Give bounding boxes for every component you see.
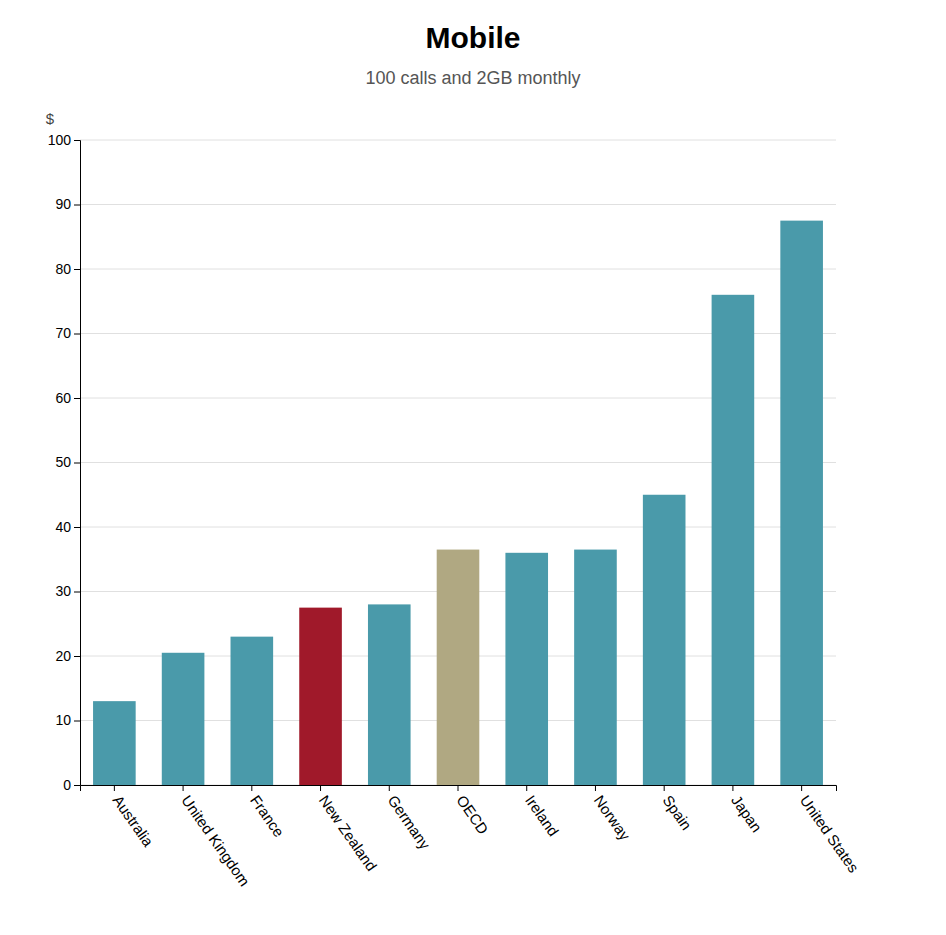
y-tick: 0: [63, 777, 80, 793]
bar: [437, 550, 480, 785]
subtitle: 100 calls and 2GB monthly: [365, 68, 580, 88]
x-tick-label: Australia: [110, 792, 158, 850]
y-tick-label: 100: [48, 132, 72, 148]
x-tick-mark: [664, 785, 665, 791]
y-tick: 30: [55, 583, 80, 599]
y-tick: 50: [55, 454, 80, 470]
x-tick-mark: [595, 785, 596, 791]
y-tick-label: 50: [55, 454, 71, 470]
x-tick-label: Ireland: [522, 792, 562, 839]
y-tick-label: 60: [55, 390, 71, 406]
bar: [231, 637, 274, 785]
x-tick-mark: [320, 785, 321, 791]
y-tick-mark: [74, 205, 80, 206]
y-tick-label: 10: [55, 712, 71, 728]
grid-line: [80, 204, 836, 205]
y-tick-mark: [74, 592, 80, 593]
y-tick-label: 40: [55, 519, 71, 535]
x-tick: Germany: [385, 785, 435, 853]
y-tick-label: 70: [55, 325, 71, 341]
x-tick-label: Norway: [591, 792, 634, 844]
y-axis: 0 10 20 30 40 50 60 70 80 90 100: [48, 132, 81, 793]
y-tick-mark: [74, 656, 80, 657]
x-tick: Ireland: [522, 785, 562, 839]
chart: Mobile 100 calls and 2GB monthly 0 10 20 30 40…: [0, 0, 946, 935]
x-tick-mark: [114, 785, 115, 791]
y-tick-label: 90: [55, 196, 71, 212]
bars: [93, 221, 823, 785]
bar: [574, 550, 617, 785]
y-tick: 40: [55, 519, 80, 535]
x-tick-mark: [526, 785, 527, 791]
x-tick-mark: [183, 785, 184, 791]
y-tick-mark: [74, 398, 80, 399]
y-axis-label: $: [46, 110, 55, 127]
y-tick-label: 80: [55, 261, 71, 277]
x-tick-label: United Kingdom: [178, 792, 253, 889]
x-tick: Norway: [591, 785, 634, 844]
bar: [162, 653, 205, 785]
x-tick-label: New Zealand: [316, 792, 381, 874]
x-tick-label: OECD: [453, 792, 492, 837]
y-axis-line: [74, 141, 81, 786]
x-tick: Spain: [659, 785, 695, 833]
bar: [505, 553, 548, 785]
title: Mobile: [426, 21, 521, 54]
y-tick-mark: [74, 527, 80, 528]
x-tick: France: [247, 785, 288, 840]
x-tick: United States: [797, 785, 863, 876]
y-tick-mark: [74, 269, 80, 270]
bar: [643, 495, 686, 785]
y-tick-label: 0: [63, 777, 71, 793]
x-tick: OECD: [453, 785, 492, 837]
x-tick-mark: [458, 785, 459, 791]
x-tick-label: United States: [797, 792, 863, 876]
x-tick-mark: [732, 785, 733, 791]
x-tick-label: France: [247, 792, 288, 840]
x-tick-label: Japan: [728, 792, 765, 835]
y-tick-label: 20: [55, 648, 71, 664]
bar: [299, 608, 342, 785]
x-tick: Japan: [728, 785, 765, 835]
y-tick-mark: [74, 463, 80, 464]
x-tick: New Zealand: [316, 785, 381, 874]
x-tick-label: Germany: [385, 792, 435, 853]
x-tick-mark: [389, 785, 390, 791]
x-tick-mark: [251, 785, 252, 791]
x-tick: United Kingdom: [178, 785, 253, 889]
y-tick: 70: [55, 325, 80, 341]
plot: 0 10 20 30 40 50 60 70 80 90 100 $ Australia United K…: [46, 110, 863, 889]
x-tick-label: Spain: [659, 792, 695, 833]
y-tick-label: 30: [55, 583, 71, 599]
y-tick: 90: [55, 196, 80, 212]
y-tick: 100: [48, 132, 80, 148]
y-tick: 60: [55, 390, 80, 406]
x-axis-line: [81, 786, 837, 792]
y-tick-mark: [74, 721, 80, 722]
x-tick-mark: [801, 785, 802, 791]
y-tick-mark: [74, 785, 80, 786]
x-axis: Australia United KingdomFrance New Zealand…: [81, 785, 863, 889]
grid: [80, 140, 836, 785]
bar: [780, 221, 823, 785]
y-tick: 20: [55, 648, 80, 664]
y-tick-mark: [74, 140, 80, 141]
grid-line: [80, 269, 836, 270]
bar: [368, 604, 411, 785]
bar: [93, 701, 136, 785]
grid-line: [80, 140, 836, 141]
y-tick: 10: [55, 712, 80, 728]
y-tick: 80: [55, 261, 80, 277]
bar: [712, 295, 755, 785]
y-tick-mark: [74, 334, 80, 335]
x-tick: Australia: [110, 785, 158, 850]
